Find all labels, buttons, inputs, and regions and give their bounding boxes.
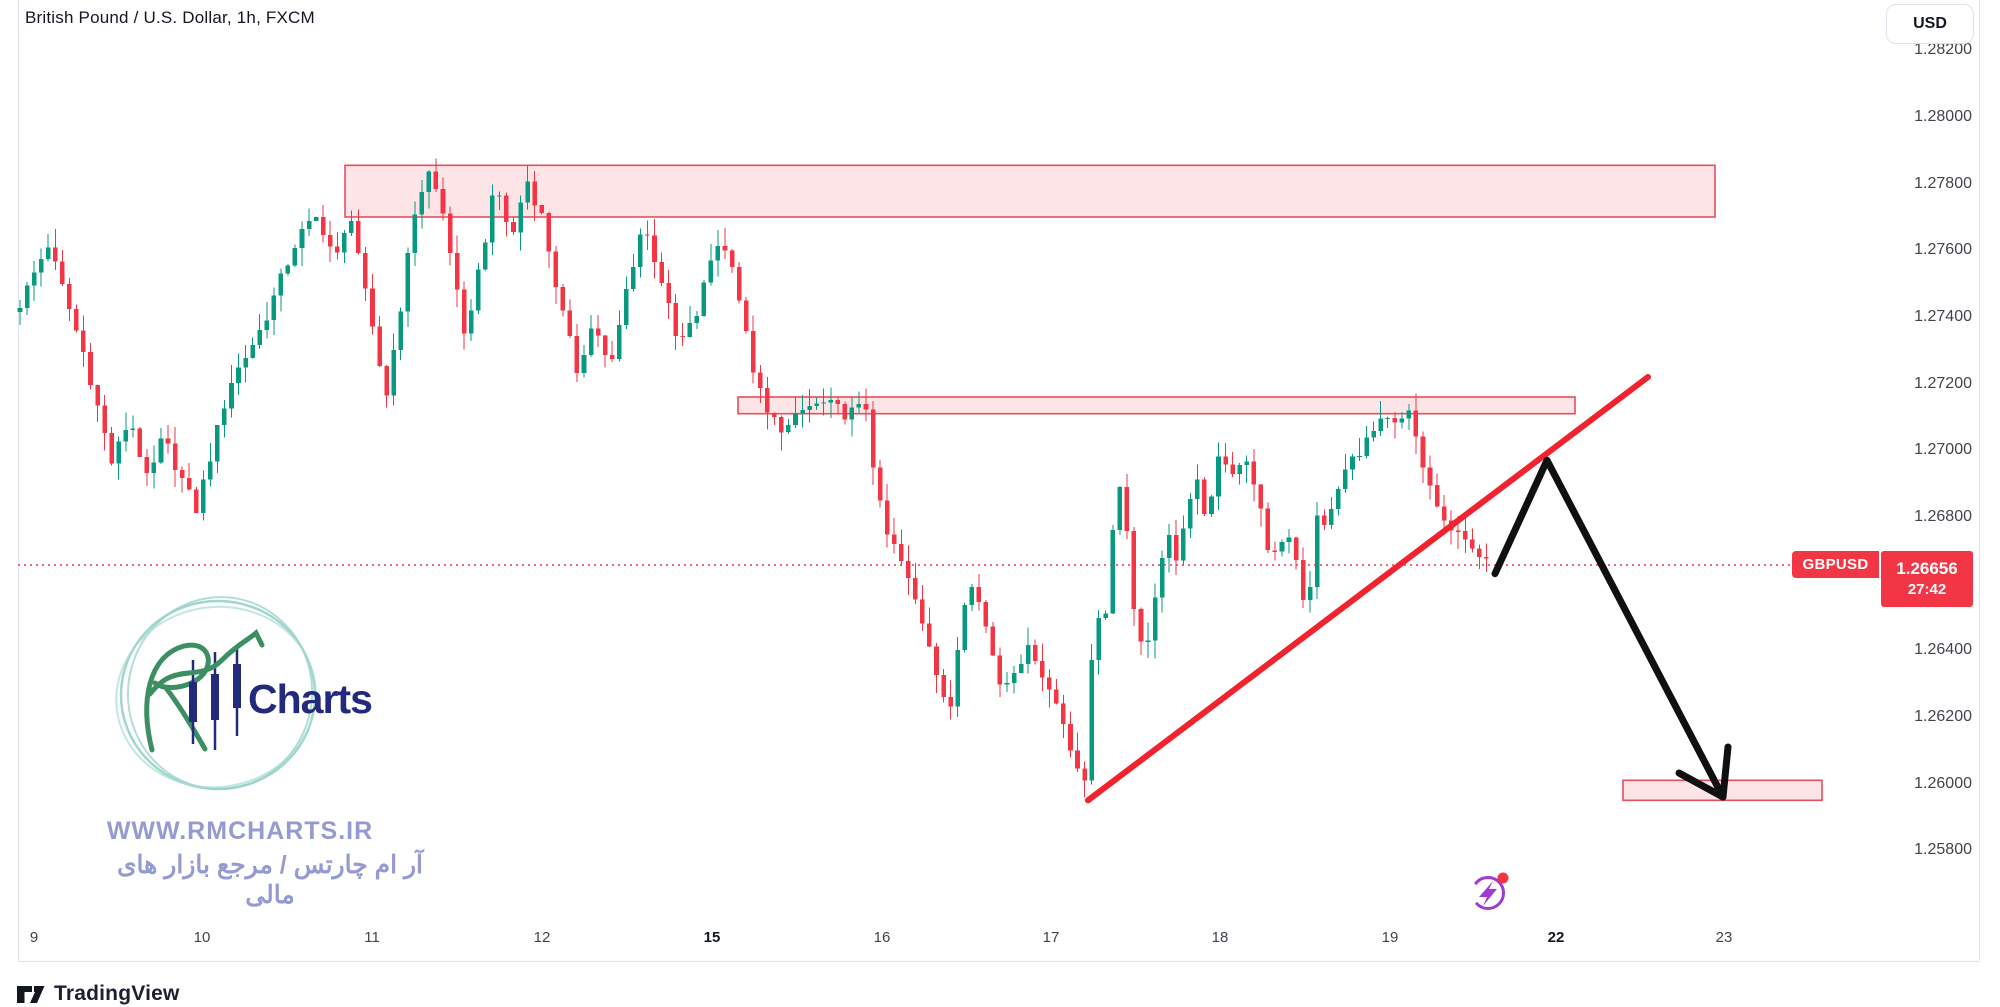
time-axis-label: 16 <box>873 929 891 946</box>
price-axis-label: 1.27800 <box>1914 174 1972 192</box>
supply-demand-zones <box>344 164 1823 802</box>
time-axis-label: 10 <box>193 929 211 946</box>
price-axis-label: 1.28200 <box>1914 41 1972 59</box>
price-axis-label: 1.27000 <box>1914 441 1972 459</box>
time-axis-label: 17 <box>1042 929 1060 946</box>
price-axis-label: 1.28000 <box>1914 108 1972 125</box>
upper-supply-zone <box>344 164 1716 218</box>
logo-charts-text: Charts <box>248 676 372 722</box>
symbol-title[interactable]: British Pound / U.S. Dollar, 1h, FXCM <box>25 8 315 27</box>
logo-r-monogram <box>144 642 211 753</box>
price-axis-label: 1.27400 <box>1914 308 1972 325</box>
time-axis-label: 15 <box>703 929 721 946</box>
time-axis-label: 18 <box>1211 929 1229 946</box>
candlestick-series <box>17 158 1489 798</box>
time-axis-label: 19 <box>1381 929 1399 946</box>
price-axis[interactable]: 1.28200 1.28000 1.27800 1.27600 1.27400 1.272… <box>1882 0 1972 961</box>
logo-sketch-circle <box>115 596 317 791</box>
currency-usd-button[interactable]: USD <box>1886 4 1974 44</box>
last-price-badge: 1.26656 27:42 <box>1881 551 1973 607</box>
flash-event-icon[interactable] <box>1471 872 1509 910</box>
tradingview-logo-icon <box>17 985 45 1003</box>
price-axis-label: 1.27600 <box>1914 241 1972 259</box>
rm-charts-watermark: Charts WWW.RMCHARTS.IR آر ام چارتس / مرج… <box>0 0 480 925</box>
price-axis-label: 1.25800 <box>1914 841 1972 859</box>
symbol-price-tag: GBPUSD <box>1792 551 1879 578</box>
time-axis-label: 9 <box>29 929 39 946</box>
time-axis-label: 11 <box>364 929 380 946</box>
pane-borders <box>18 0 1980 962</box>
tradingview-wordmark: TradingView <box>54 982 180 1005</box>
watermark-url: WWW.RMCHARTS.IR <box>106 817 374 845</box>
time-axis[interactable]: 9 10 11 12 15 16 17 18 19 22 23 <box>0 925 2000 961</box>
last-price-value: 1.26656 <box>1896 559 1958 579</box>
price-axis-label: 1.26000 <box>1914 774 1972 792</box>
logo-wave <box>147 628 265 697</box>
time-axis-label: 22 <box>1547 929 1565 946</box>
price-axis-label: 1.26800 <box>1914 508 1972 525</box>
time-axis-label: 23 <box>1715 929 1733 946</box>
tradingview-attribution[interactable]: TradingView <box>16 981 180 1007</box>
bar-countdown: 27:42 <box>1907 581 1947 599</box>
mid-supply-zone <box>737 396 1576 415</box>
ascending-trendline[interactable] <box>1085 374 1651 804</box>
watermark-tagline-persian: آر ام چارتس / مرجع بازار های مالی <box>116 851 424 909</box>
price-axis-label: 1.27200 <box>1914 374 1972 392</box>
price-axis-label: 1.26200 <box>1914 708 1972 725</box>
time-axis-label: 12 <box>533 929 551 946</box>
price-axis-label: 1.26400 <box>1914 641 1972 659</box>
rm-charts-logo: Charts <box>115 596 373 791</box>
symbol-price-tag-label: GBPUSD <box>1802 556 1869 573</box>
projection-arrow[interactable] <box>1491 456 1732 801</box>
